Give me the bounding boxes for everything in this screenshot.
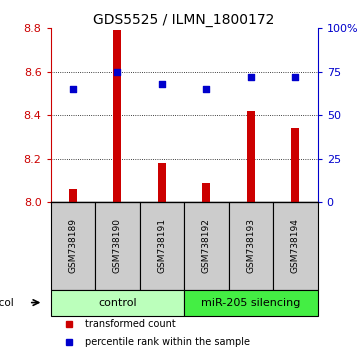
Bar	[69, 189, 77, 202]
Point	[159, 81, 165, 87]
Text: miR-205 silencing: miR-205 silencing	[201, 298, 301, 308]
Text: GSM738194: GSM738194	[291, 218, 300, 273]
Point	[248, 74, 254, 80]
Point	[114, 69, 120, 75]
Title: GDS5525 / ILMN_1800172: GDS5525 / ILMN_1800172	[93, 13, 275, 27]
Text: GSM738189: GSM738189	[68, 218, 77, 274]
Bar	[229, 202, 273, 290]
Text: GSM738190: GSM738190	[113, 218, 122, 274]
Text: control: control	[98, 298, 136, 308]
Point	[292, 74, 298, 80]
Bar	[51, 202, 95, 290]
Bar	[291, 129, 299, 202]
Bar	[140, 202, 184, 290]
Text: transformed count: transformed count	[85, 319, 176, 329]
Bar	[247, 111, 255, 202]
Bar	[184, 290, 318, 316]
Text: GSM738192: GSM738192	[202, 218, 211, 273]
Bar	[51, 290, 184, 316]
Text: protocol: protocol	[0, 298, 14, 308]
Point	[204, 86, 209, 92]
Bar	[184, 202, 229, 290]
Point	[70, 86, 76, 92]
Bar	[95, 202, 140, 290]
Text: GSM738191: GSM738191	[157, 218, 166, 274]
Bar	[113, 30, 121, 202]
Text: percentile rank within the sample: percentile rank within the sample	[85, 337, 250, 347]
Bar	[203, 183, 210, 202]
Bar	[273, 202, 318, 290]
Text: GSM738193: GSM738193	[247, 218, 255, 274]
Bar	[158, 163, 166, 202]
